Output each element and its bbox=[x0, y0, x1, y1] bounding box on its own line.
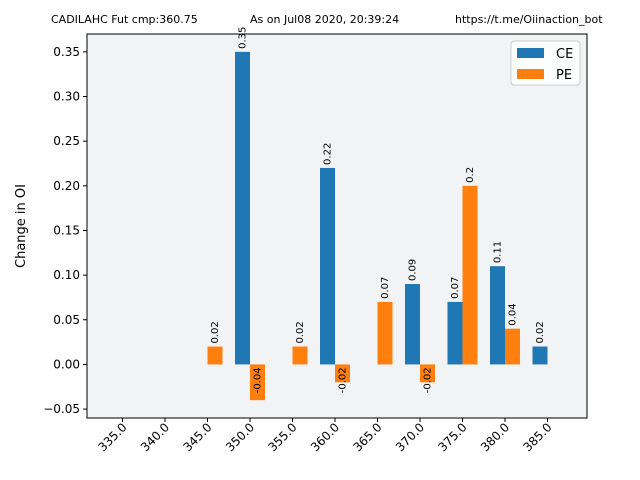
bars-layer bbox=[207, 51, 548, 401]
bar-pe-380.0 bbox=[505, 328, 520, 365]
x-tick-label: 355.0 bbox=[265, 420, 299, 454]
header-symbol: CADILAHC Fut cmp:360.75 bbox=[51, 13, 198, 26]
bar-pe-345.0 bbox=[207, 346, 223, 365]
plot-frame bbox=[86, 33, 588, 419]
legend: CE PE bbox=[510, 40, 581, 86]
bar-pe-350.0 bbox=[250, 364, 265, 401]
data-label-pe-365.0: 0.07 bbox=[380, 277, 391, 299]
x-tick-label: 365.0 bbox=[350, 420, 384, 454]
y-axis-label: Change in OI bbox=[14, 184, 29, 268]
x-tick-label: 380.0 bbox=[478, 420, 512, 454]
bar-ce-375.0 bbox=[447, 301, 463, 365]
bar-pe-360.0 bbox=[335, 364, 350, 383]
x-tick-label: 340.0 bbox=[138, 420, 172, 454]
legend-label-pe: PE bbox=[556, 68, 572, 83]
bar-ce-370.0 bbox=[405, 284, 420, 365]
data-label-pe-360.0: -0.02 bbox=[338, 367, 349, 393]
data-label-pe-370.0: -0.02 bbox=[423, 367, 434, 393]
bar-pe-375.0 bbox=[462, 185, 478, 365]
y-tick-label: 0.25 bbox=[53, 134, 80, 148]
data-label-pe-375.0: 0.2 bbox=[465, 167, 476, 183]
y-tick-label: 0.30 bbox=[53, 90, 80, 104]
y-tick-label: 0.20 bbox=[53, 179, 80, 193]
y-tick-label: 0.05 bbox=[53, 313, 80, 327]
data-label-ce-350.0: 0.35 bbox=[238, 27, 249, 49]
x-tick-label: 370.0 bbox=[393, 420, 427, 454]
y-tick-label: 0.10 bbox=[53, 268, 80, 282]
bar-pe-370.0 bbox=[420, 364, 435, 383]
x-tick-label: 350.0 bbox=[223, 420, 257, 454]
bar-pe-355.0 bbox=[292, 346, 308, 365]
x-tick-label: 385.0 bbox=[520, 420, 554, 454]
data-label-ce-380.0: 0.11 bbox=[493, 241, 504, 263]
data-label-ce-370.0: 0.09 bbox=[408, 259, 419, 281]
data-label-pe-355.0: 0.02 bbox=[295, 321, 306, 343]
y-tick-label: 0.00 bbox=[53, 357, 80, 371]
bar-ce-380.0 bbox=[490, 266, 505, 365]
data-label-pe-345.0: 0.02 bbox=[210, 321, 221, 343]
x-tick-label: 375.0 bbox=[435, 420, 469, 454]
y-axis: −0.05 0.00 0.05 0.10 0.15 0.20 0.25 0.30 0.35 bbox=[43, 45, 87, 416]
legend-swatch-pe bbox=[517, 69, 544, 79]
x-axis: 335.0 340.0 345.0 350.0 355.0 360.0 365.0 370.0… bbox=[95, 418, 555, 454]
data-label-ce-360.0: 0.22 bbox=[323, 143, 334, 165]
data-labels-layer: 0.35 0.22 0.09 0.07 0.11 0.02 0.02 -0.04 0.02 -0.… bbox=[210, 27, 546, 394]
y-tick-label: 0.35 bbox=[53, 45, 80, 59]
data-label-ce-375.0: 0.07 bbox=[450, 277, 461, 299]
legend-label-ce: CE bbox=[556, 47, 573, 62]
header-timestamp: As on Jul08 2020, 20:39:24 bbox=[250, 13, 400, 26]
x-tick-label: 335.0 bbox=[95, 420, 129, 454]
data-label-ce-385.0: 0.02 bbox=[535, 321, 546, 343]
header-link[interactable]: https://t.me/Oiinaction_bot bbox=[455, 13, 603, 26]
legend-swatch-ce bbox=[517, 48, 544, 58]
bar-ce-360.0 bbox=[320, 167, 335, 365]
y-tick-label: 0.15 bbox=[53, 223, 80, 237]
data-label-pe-380.0: 0.04 bbox=[508, 303, 519, 325]
x-tick-label: 345.0 bbox=[180, 420, 214, 454]
y-tick-label: −0.05 bbox=[43, 402, 80, 416]
x-tick-label: 360.0 bbox=[308, 420, 342, 454]
bar-ce-385.0 bbox=[532, 346, 548, 365]
bar-ce-350.0 bbox=[235, 51, 250, 365]
data-label-pe-350.0: -0.04 bbox=[253, 367, 264, 393]
bar-pe-365.0 bbox=[377, 301, 393, 365]
